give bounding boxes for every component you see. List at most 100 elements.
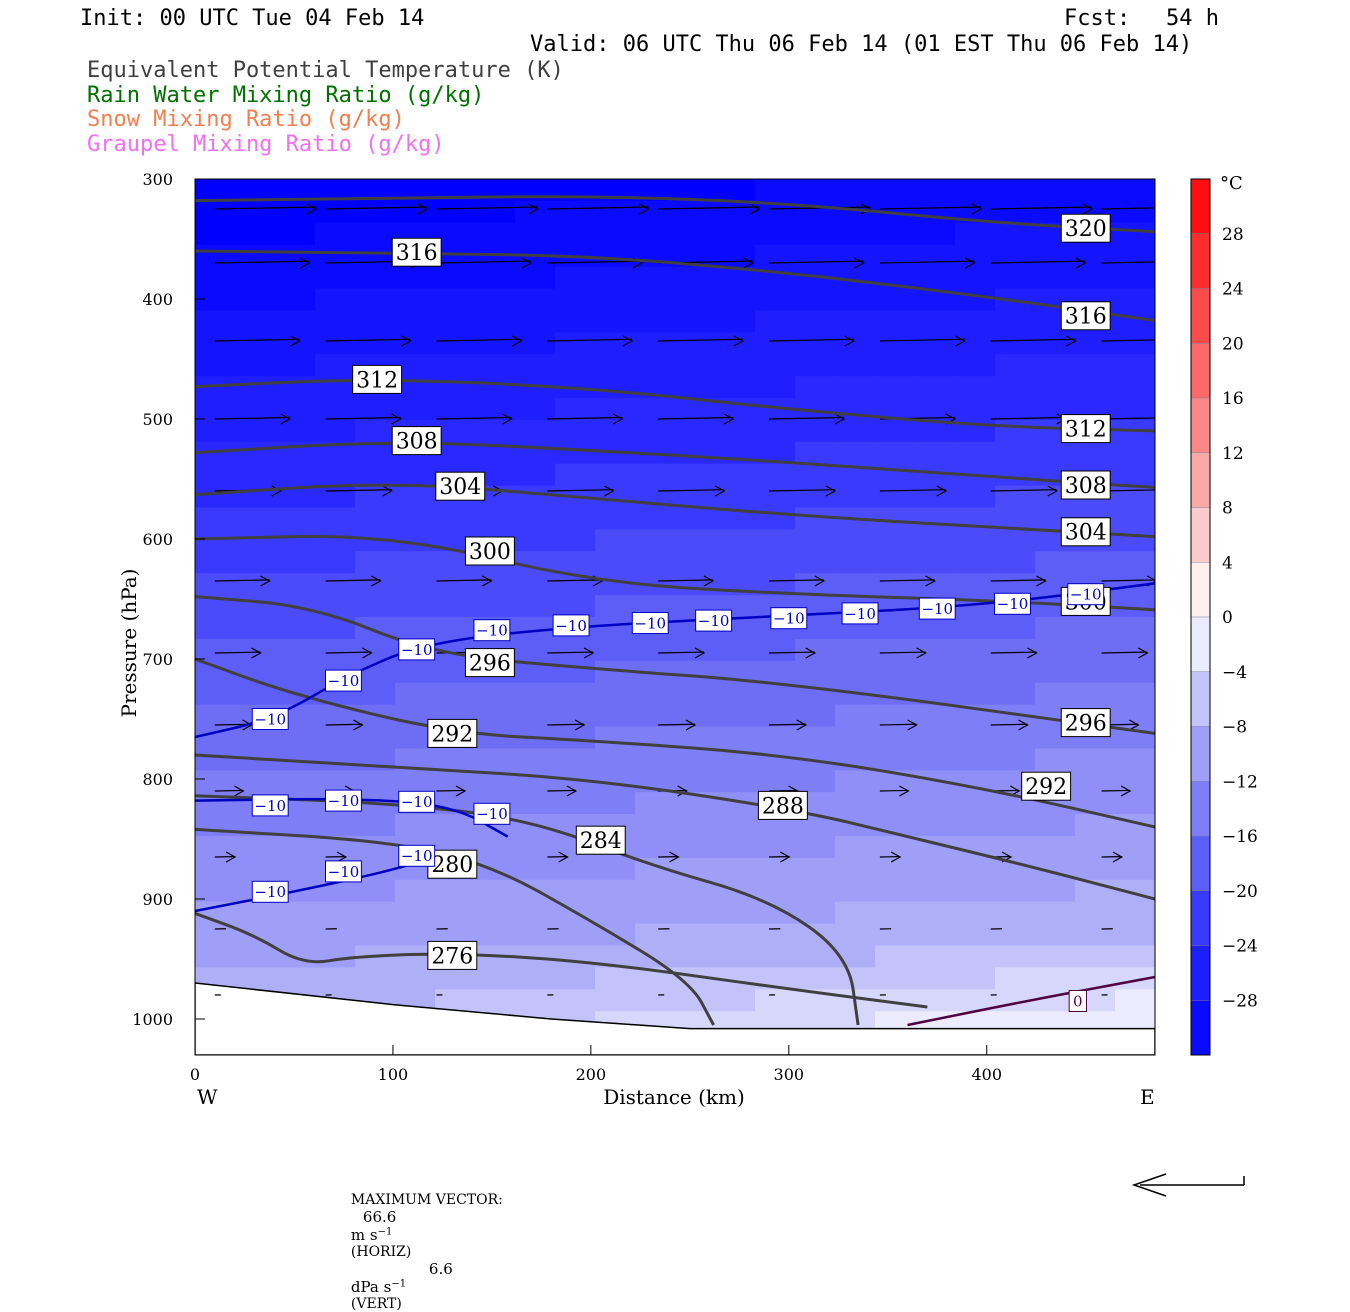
shade-cell [955, 902, 996, 925]
shade-cell [875, 486, 916, 509]
shade-cell [235, 508, 276, 531]
shade-cell [715, 223, 756, 246]
shade-cell [475, 902, 516, 925]
shade-cell [1035, 836, 1076, 859]
shade-cell [475, 376, 516, 399]
shade-cell [995, 442, 1036, 465]
shade-cell [755, 245, 796, 268]
x-tick-label: 300 [774, 1065, 805, 1084]
shade-cell [275, 464, 316, 487]
shade-cell [635, 902, 676, 925]
svg-text:312: 312 [356, 368, 398, 393]
shade-cell [835, 924, 876, 947]
shade-cell [875, 727, 916, 750]
shade-cell [275, 551, 316, 574]
svg-text:−10: −10 [476, 805, 508, 823]
svg-text:316: 316 [1065, 305, 1107, 330]
shade-cell [1115, 946, 1156, 969]
shade-cell [595, 223, 636, 246]
isotherm-label: −10 [252, 881, 288, 902]
shade-cell [515, 792, 556, 815]
shade-cell [395, 398, 436, 421]
isotherm-label: −10 [399, 639, 435, 660]
max-vector-arrow [1134, 1174, 1244, 1196]
theta-e-label: 304 [436, 472, 485, 500]
shade-cell [875, 946, 916, 969]
svg-text:312: 312 [1065, 418, 1107, 443]
shade-cell [1035, 245, 1076, 268]
shade-cell [635, 267, 676, 290]
shade-cell [955, 223, 996, 246]
east-label: E [1140, 1085, 1155, 1109]
shade-cell [1035, 814, 1076, 837]
isotherm-label: −10 [995, 593, 1031, 614]
shade-cell [1115, 201, 1156, 224]
shade-cell [875, 902, 916, 925]
shade-cell [395, 201, 436, 224]
shade-cell [475, 508, 516, 531]
colorbar-swatch [1191, 836, 1210, 891]
shade-cell [995, 529, 1036, 552]
shade-cell [995, 486, 1036, 509]
shade-cell [875, 551, 916, 574]
svg-text:−10: −10 [921, 600, 953, 618]
footer-vert-value: 6.6 [429, 1260, 453, 1278]
shade-cell [315, 420, 356, 443]
shade-cell [555, 442, 596, 465]
shade-cell [595, 880, 636, 903]
shade-cell [995, 551, 1036, 574]
shade-cell [915, 880, 956, 903]
colorbar-swatch [1191, 946, 1210, 1001]
shade-cell [755, 376, 796, 399]
shade-cell [835, 354, 876, 377]
shade-cell [715, 814, 756, 837]
shade-cell [235, 223, 276, 246]
shade-cell [955, 289, 996, 312]
shade-cell [875, 442, 916, 465]
shade-cell [995, 201, 1036, 224]
shade-cell [835, 223, 876, 246]
shade-cell [915, 727, 956, 750]
svg-text:−10: −10 [773, 610, 805, 628]
shade-cell [515, 420, 556, 443]
shade-cell [395, 683, 436, 706]
shade-cell [955, 332, 996, 355]
shade-cell [1075, 748, 1116, 771]
shade-cell [955, 179, 996, 202]
shade-cell [515, 354, 556, 377]
shade-cell [355, 595, 396, 618]
shade-cell [355, 924, 396, 947]
shade-cell [795, 289, 836, 312]
shade-cell [1115, 902, 1156, 925]
shade-cell [915, 661, 956, 684]
shade-cell [275, 267, 316, 290]
shade-cell [475, 924, 516, 947]
shade-cell [795, 639, 836, 662]
shade-cell [195, 310, 236, 333]
shade-cell [355, 201, 396, 224]
shade-cell [195, 508, 236, 531]
shade-cell [835, 245, 876, 268]
shade-cell [995, 683, 1036, 706]
shade-cell [315, 639, 356, 662]
shade-cell [355, 223, 396, 246]
shade-cell [395, 967, 436, 990]
shade-cell [275, 573, 316, 596]
footer-vert-exp: −1 [391, 1278, 406, 1289]
shade-cell [595, 858, 636, 881]
shade-cell [235, 836, 276, 859]
colorbar-swatch [1191, 891, 1210, 946]
shade-cell [475, 748, 516, 771]
shade-cell [195, 836, 236, 859]
shade-cell [675, 508, 716, 531]
shade-cell [955, 792, 996, 815]
shade-cell [515, 573, 556, 596]
shade-cell [1115, 639, 1156, 662]
shade-cell [595, 354, 636, 377]
shade-cell [835, 551, 876, 574]
shade-cell [875, 792, 916, 815]
shade-cell [395, 661, 436, 684]
shade-cell [1035, 946, 1076, 969]
shade-cell [555, 683, 596, 706]
shade-cell [995, 420, 1036, 443]
